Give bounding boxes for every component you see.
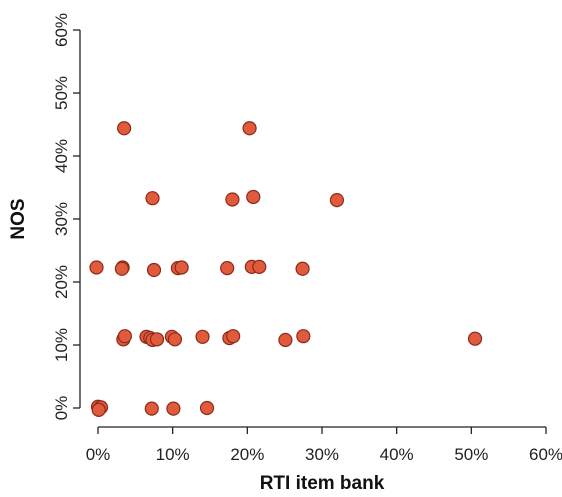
- data-point: [227, 330, 240, 343]
- y-tick-label: 60%: [52, 13, 71, 47]
- y-tick-label: 10%: [52, 328, 71, 362]
- data-point: [167, 402, 180, 415]
- data-point: [196, 330, 209, 343]
- data-points: [90, 122, 482, 417]
- y-axis-title: NOS: [8, 198, 29, 239]
- y-tick-label: 20%: [52, 265, 71, 299]
- data-point: [115, 262, 128, 275]
- data-point: [175, 261, 188, 274]
- x-tick-label: 60%: [529, 445, 562, 464]
- y-axis: 0% 10% 20% 30% 40% 50% 60% NOS: [8, 13, 80, 420]
- data-point: [92, 403, 105, 416]
- y-tick-label: 0%: [52, 396, 71, 421]
- data-point: [201, 402, 214, 415]
- data-point: [279, 333, 292, 346]
- data-point: [469, 332, 482, 345]
- x-axis-title: RTI item bank: [260, 473, 385, 494]
- x-tick-label: 20%: [230, 445, 264, 464]
- data-point: [118, 122, 131, 135]
- x-tick-label: 0%: [86, 445, 111, 464]
- data-point: [148, 264, 161, 277]
- data-point: [118, 330, 131, 343]
- data-point: [247, 190, 260, 203]
- y-tick-label: 50%: [52, 76, 71, 110]
- data-point: [253, 260, 266, 273]
- y-ticks: 0% 10% 20% 30% 40% 50% 60%: [52, 13, 80, 420]
- x-ticks: 0% 10% 20% 30% 40% 50% 60%: [86, 427, 562, 464]
- data-point: [243, 122, 256, 135]
- x-axis: 0% 10% 20% 30% 40% 50% 60% RTI item bank: [86, 427, 562, 494]
- y-tick-label: 30%: [52, 202, 71, 236]
- data-point: [296, 262, 309, 275]
- x-tick-label: 10%: [156, 445, 190, 464]
- data-point: [297, 330, 310, 343]
- data-point: [146, 192, 159, 205]
- y-tick-label: 40%: [52, 139, 71, 173]
- x-tick-label: 50%: [454, 445, 488, 464]
- data-point: [145, 402, 158, 415]
- x-tick-label: 40%: [380, 445, 414, 464]
- x-tick-label: 30%: [305, 445, 339, 464]
- data-point: [150, 333, 163, 346]
- data-point: [90, 261, 103, 274]
- data-point: [226, 193, 239, 206]
- data-point: [168, 333, 181, 346]
- data-point: [330, 194, 343, 207]
- data-point: [221, 262, 234, 275]
